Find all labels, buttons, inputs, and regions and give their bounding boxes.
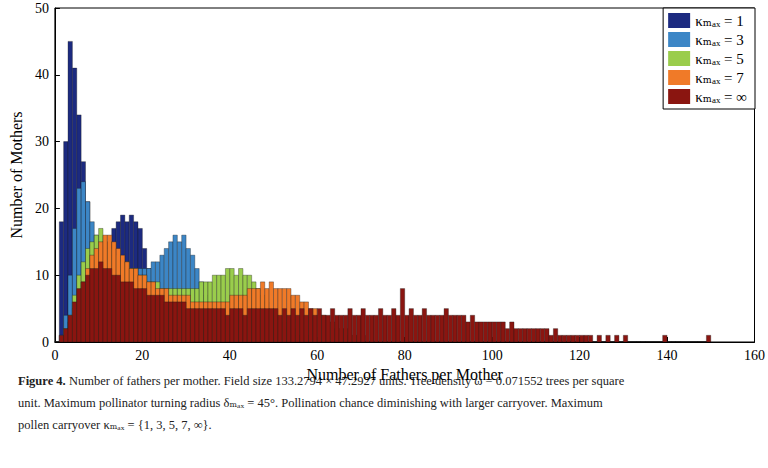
svg-text:100: 100 xyxy=(482,348,503,363)
svg-text:140: 140 xyxy=(657,348,678,363)
svg-text:0: 0 xyxy=(51,348,58,363)
svg-text:20: 20 xyxy=(35,201,49,216)
svg-text:20: 20 xyxy=(135,348,149,363)
svg-text:40: 40 xyxy=(223,348,237,363)
svg-text:Number of Fathers per Mother: Number of Fathers per Mother xyxy=(307,366,504,384)
svg-text:Number of fathers per mother.: Number of fathers per mother. Field size… xyxy=(69,373,625,388)
svg-text:40: 40 xyxy=(35,67,49,82)
svg-text:Number of Mothers: Number of Mothers xyxy=(8,111,25,238)
svg-text:κₘₐₓ = 1: κₘₐₓ = 1 xyxy=(695,13,744,29)
svg-text:60: 60 xyxy=(310,348,324,363)
svg-text:50: 50 xyxy=(35,1,49,16)
svg-text:κₘₐₓ = 7: κₘₐₓ = 7 xyxy=(695,70,744,86)
svg-text:120: 120 xyxy=(569,348,590,363)
svg-text:unit. Maximum pollinator turni: unit. Maximum pollinator turning radius … xyxy=(18,396,603,410)
svg-text:10: 10 xyxy=(35,268,49,283)
svg-text:Figure 4.: Figure 4. xyxy=(18,374,66,388)
svg-text:160: 160 xyxy=(744,348,765,363)
svg-text:pollen carryover κₘₐₓ = {1, 3,: pollen carryover κₘₐₓ = {1, 3, 5, 7, ∞}. xyxy=(18,418,212,432)
svg-text:30: 30 xyxy=(35,134,49,149)
svg-text:κₘₐₓ = ∞: κₘₐₓ = ∞ xyxy=(695,89,747,105)
svg-text:κₘₐₓ = 5: κₘₐₓ = 5 xyxy=(695,51,744,67)
svg-text:0: 0 xyxy=(42,335,49,350)
svg-text:κₘₐₓ = 3: κₘₐₓ = 3 xyxy=(695,32,744,48)
svg-text:80: 80 xyxy=(398,348,412,363)
